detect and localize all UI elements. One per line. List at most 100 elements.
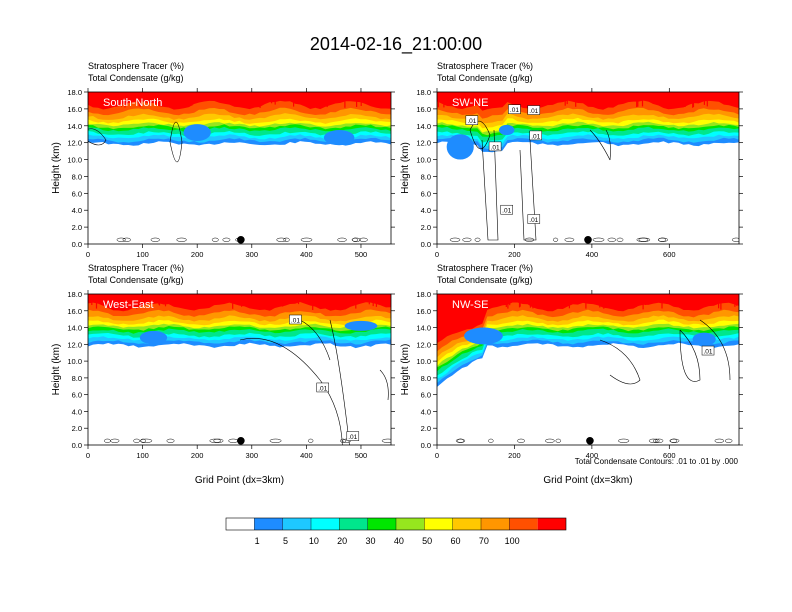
surface-contour: [725, 438, 733, 443]
tracer-spike: [564, 92, 566, 106]
tracer-blob: [139, 330, 168, 345]
y-tick-label: 6.0: [421, 189, 431, 198]
tracer-spike: [275, 294, 277, 302]
tracer-spike: [636, 92, 638, 107]
tracer-spike: [372, 92, 374, 101]
tracer-spike: [136, 294, 138, 309]
tracer-spike: [672, 92, 674, 99]
tracer-spike: [109, 294, 111, 304]
tracer-spike: [139, 294, 141, 303]
tracer-spike: [340, 294, 342, 302]
figure-title: 2014-02-16_21:00:00: [310, 34, 482, 55]
tracer-spike: [125, 294, 127, 303]
contour-label-box: [488, 141, 502, 152]
contour-label: .01: [467, 118, 476, 125]
surface-contour: [222, 237, 231, 242]
surface-contour: [276, 237, 287, 242]
panel-label: West-East: [103, 299, 154, 311]
y-tick-label: 0.0: [421, 441, 431, 450]
surface-contour: [176, 237, 187, 242]
surface-contour: [714, 438, 725, 443]
condensate-contour: [169, 121, 183, 163]
tracer-spike: [368, 294, 370, 305]
x-tick-label: 100: [136, 250, 149, 259]
tracer-spike: [585, 294, 587, 309]
contour-label: .01: [318, 385, 327, 392]
contour-label-box: [527, 105, 541, 115]
tracer-spike: [734, 294, 736, 307]
x-tick-label: 600: [663, 451, 676, 460]
y-axis-label: Height (km): [400, 344, 411, 396]
tracer-spike: [226, 294, 228, 303]
tracer-spike: [501, 92, 503, 105]
tracer-spike: [316, 92, 318, 104]
surface-contour: [457, 438, 464, 443]
tracer-spike: [644, 294, 647, 305]
surface-contour: [283, 237, 290, 242]
surface-contour: [638, 237, 651, 242]
y-tick-label: 4.0: [421, 206, 431, 215]
y-tick-label: 4.0: [72, 206, 82, 215]
surface-contour: [555, 438, 562, 443]
tracer-spike: [158, 294, 160, 305]
y-tick-label: 16.0: [416, 105, 431, 114]
surface-contour: [462, 237, 472, 242]
tracer-spike: [675, 92, 677, 103]
surface-contour: [654, 438, 664, 443]
tracer-spike: [139, 92, 142, 107]
y-axis-label: Height (km): [400, 142, 411, 194]
tracer-blob: [344, 320, 378, 331]
x-tick-label: 400: [586, 250, 599, 259]
y-tick-label: 10.0: [67, 357, 82, 366]
condensate-contour: [519, 139, 537, 241]
tracer-spike: [470, 92, 472, 99]
tracer-spike: [187, 92, 190, 102]
tracer-spike: [332, 294, 334, 308]
tracer-spike: [527, 92, 529, 101]
tracer-spike: [545, 294, 547, 301]
surface-contour: [300, 237, 313, 242]
plot-frame: [436, 293, 740, 446]
surface-contour: [213, 438, 224, 443]
tracer-spike: [604, 92, 606, 99]
tracer-spike: [580, 294, 582, 302]
tracer-spike: [466, 92, 468, 101]
tracer-spike: [115, 294, 117, 306]
x-tick-label: 0: [86, 451, 90, 460]
tracer-spike: [205, 92, 207, 100]
tracer-spike: [692, 92, 694, 108]
y-tick-label: 14.0: [416, 324, 431, 333]
tracer-spike: [108, 92, 110, 100]
tracer-spike: [312, 92, 314, 101]
colorbar-swatch: [481, 518, 510, 530]
colorbar-swatch: [311, 518, 340, 530]
tracer-spike: [146, 92, 149, 100]
x-axis-label: Grid Point (dx=3km): [195, 475, 284, 486]
tracer-spike: [486, 92, 488, 105]
tracer-spike: [187, 294, 189, 307]
colorbar-swatch: [537, 518, 566, 530]
panel-title-line1: Stratosphere Tracer (%): [437, 263, 533, 273]
y-tick-label: 18.0: [67, 88, 82, 97]
tracer-spike: [104, 294, 106, 302]
surface-contour: [564, 237, 575, 242]
tracer-spike: [97, 92, 99, 103]
tracer-spike: [676, 294, 678, 307]
tracer-spike: [720, 294, 722, 310]
contour-label-box: [316, 382, 330, 393]
tracer-spike: [176, 92, 179, 104]
tracer-spike: [679, 294, 682, 302]
tracer-spike: [353, 92, 355, 99]
tracer-spike: [443, 92, 445, 108]
surface-contour: [133, 438, 141, 443]
tracer-spike: [137, 92, 139, 104]
surface-contour: [616, 237, 624, 242]
tracer-spike: [355, 294, 357, 304]
panel-title-line2: Total Condensate (g/kg): [437, 275, 533, 285]
tracer-band: [88, 92, 391, 110]
colorbar-label: 20: [337, 536, 347, 546]
tracer-spike: [327, 92, 329, 102]
surface-contour: [545, 438, 555, 443]
condensate-contour: [699, 319, 731, 381]
condensate-contour: [329, 319, 350, 445]
